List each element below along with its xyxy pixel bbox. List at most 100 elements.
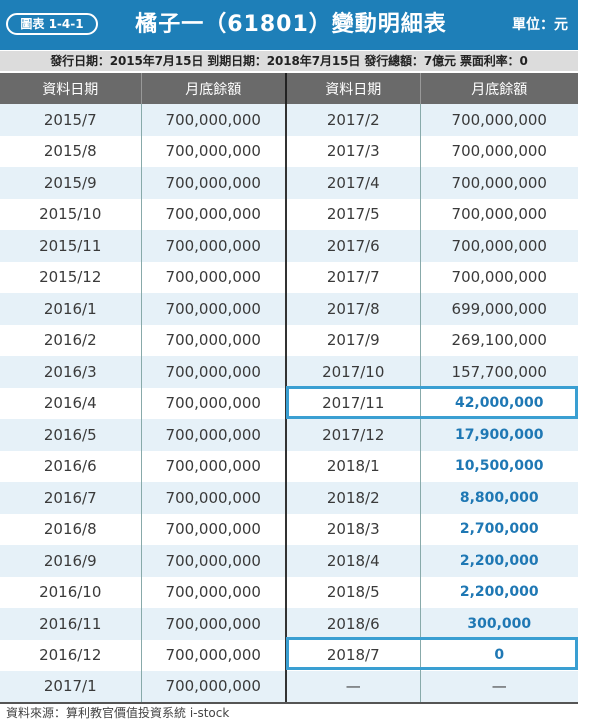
balance-cell: 700,000,000: [141, 639, 287, 671]
date-cell: 2017/3: [286, 135, 421, 167]
balance-table: 資料日期 月底餘額 資料日期 月底餘額 2015/7 700,000,000 201…: [0, 73, 578, 704]
table-header-bar: 圖表 1-4-1 橘子一（61801）變動明細表 單位：元: [0, 0, 578, 50]
balance-cell: 700,000,000: [141, 545, 287, 577]
date-cell: 2015/10: [0, 198, 142, 230]
table-row: 2015/7 700,000,000 2017/2 700,000,000: [0, 104, 578, 136]
balance-cell: 700,000,000: [141, 261, 287, 293]
table-row: 2015/10 700,000,000 2017/5 700,000,000: [0, 198, 578, 230]
date-cell: 2016/2: [0, 324, 142, 356]
date-cell: 2017/6: [286, 230, 421, 262]
balance-cell: 700,000,000: [141, 293, 287, 325]
page-title: 橘子一（61801）變動明細表: [135, 12, 447, 37]
table-row: 2016/2 700,000,000 2017/9 269,100,000: [0, 324, 578, 356]
table-row: 2015/11 700,000,000 2017/6 700,000,000: [0, 230, 578, 262]
table-row: 2016/7 700,000,000 2018/2 8,800,000: [0, 482, 578, 514]
column-header-date-1: 資料日期: [0, 73, 142, 104]
balance-cell: 2,200,000: [459, 584, 539, 601]
date-cell: 2017/9: [286, 324, 421, 356]
balance-cell: 17,900,000: [420, 419, 578, 451]
date-cell: 2016/3: [0, 356, 142, 388]
balance-cell: 699,000,000: [420, 293, 578, 325]
table-row: 2016/9 700,000,000 2018/4 2,200,000: [0, 545, 578, 577]
table-row: 2016/11 700,000,000 2018/6 300,000: [0, 608, 578, 640]
date-cell: 2017/7: [286, 261, 421, 293]
balance-cell: 700,000,000: [451, 205, 547, 224]
balance-cell: 700,000,000: [141, 230, 287, 262]
date-cell: 2015/12: [0, 261, 142, 293]
table-row: 2015/12 700,000,000 2017/7 700,000,000: [0, 261, 578, 293]
balance-cell: 700,000,000: [141, 450, 287, 482]
date-cell: 2015/11: [0, 230, 142, 262]
date-cell: 2017/12: [286, 419, 421, 451]
date-cell: 2017/5: [286, 198, 421, 230]
balance-cell: 300,000: [420, 608, 578, 640]
table-row: 2015/9 700,000,000 2017/4 700,000,000: [0, 167, 578, 199]
balance-cell: 700,000,000: [141, 513, 287, 545]
date-cell: 2018/7: [286, 639, 421, 671]
date-cell: 2016/4: [0, 387, 142, 419]
balance-cell: 700,000,000: [451, 268, 547, 287]
date-cell: 2017/8: [286, 293, 421, 325]
date-cell: 2016/9: [0, 545, 142, 577]
date-cell: 2018/5: [286, 576, 421, 608]
date-cell: 2017/2: [286, 104, 421, 136]
column-header-balance-1: 月底餘額: [141, 73, 287, 104]
date-cell: 2018/3: [286, 513, 421, 545]
date-cell: 2017/11: [286, 387, 421, 419]
balance-cell: 700,000,000: [420, 167, 578, 199]
date-cell: 2016/8: [0, 513, 142, 545]
balance-cell: 700,000,000: [141, 167, 287, 199]
date-cell: 2018/2: [286, 482, 421, 514]
balance-cell: —: [420, 671, 578, 704]
balance-cell: 700,000,000: [141, 198, 287, 230]
date-cell: 2016/12: [0, 639, 142, 671]
balance-cell: 10,500,000: [454, 458, 544, 475]
figure-badge: 圖表 1-4-1: [6, 13, 98, 35]
balance-cell: 700,000,000: [141, 576, 287, 608]
table-row: 2016/12 700,000,000 2018/7 0: [0, 639, 578, 671]
date-cell: 2015/7: [0, 104, 142, 136]
balance-cell: 700,000,000: [141, 419, 287, 451]
balance-cell: 700,000,000: [141, 671, 287, 704]
table-row: 2016/3 700,000,000 2017/10 157,700,000: [0, 356, 578, 388]
balance-cell: 2,700,000: [459, 521, 539, 538]
column-header-date-2: 資料日期: [286, 73, 421, 104]
table-body: 2015/7 700,000,000 2017/2 700,000,000 2015/8…: [0, 104, 578, 704]
balance-cell: 700,000,000: [141, 324, 287, 356]
date-cell: 2016/1: [0, 293, 142, 325]
balance-cell: 42,000,000: [454, 395, 544, 412]
date-cell: 2016/7: [0, 482, 142, 514]
date-cell: 2017/10: [286, 356, 421, 388]
date-cell: 2016/6: [0, 450, 142, 482]
balance-cell: 700,000,000: [141, 135, 287, 167]
balance-cell: 700,000,000: [451, 142, 547, 161]
balance-cell: 700,000,000: [141, 104, 287, 136]
balance-cell: 0: [494, 647, 505, 664]
balance-cell: 700,000,000: [141, 482, 287, 514]
source-note: 資料來源：算利教官價值投資系統 i-stock: [6, 706, 230, 720]
table-row: 2015/8 700,000,000 2017/3 700,000,000: [0, 135, 578, 167]
balance-cell: 700,000,000: [141, 387, 287, 419]
date-cell: 2016/11: [0, 608, 142, 640]
table-row: 2016/8 700,000,000 2018/3 2,700,000: [0, 513, 578, 545]
table-row: 2017/1 700,000,000— —: [0, 671, 578, 704]
issue-info-bar: 發行日期：2015年7月15日 到期日期：2018年7月15日 發行總額：7億元…: [0, 51, 578, 71]
table-row: 2016/4 700,000,000 2017/11 42,000,000: [0, 387, 578, 419]
table-row: 2016/6 700,000,000 2018/1 10,500,000: [0, 450, 578, 482]
table-row: 2016/1 700,000,000 2017/8 699,000,000: [0, 293, 578, 325]
date-cell: 2018/4: [286, 545, 421, 577]
balance-cell: 700,000,000: [420, 104, 578, 136]
column-header-balance-2: 月底餘額: [420, 73, 578, 104]
balance-cell: 700,000,000: [420, 230, 578, 262]
date-cell: 2018/1: [286, 450, 421, 482]
date-cell: 2017/4: [286, 167, 421, 199]
table-row: 2016/5 700,000,000 2017/12 17,900,000: [0, 419, 578, 451]
balance-cell: 269,100,000: [451, 331, 547, 350]
table-row: 2016/10 700,000,000 2018/5 2,200,000: [0, 576, 578, 608]
date-cell: 2018/6: [286, 608, 421, 640]
date-cell: 2015/9: [0, 167, 142, 199]
unit-label: 單位：元: [512, 17, 568, 33]
balance-cell: 8,800,000: [420, 482, 578, 514]
date-cell: 2015/8: [0, 135, 142, 167]
date-cell: 2016/10: [0, 576, 142, 608]
